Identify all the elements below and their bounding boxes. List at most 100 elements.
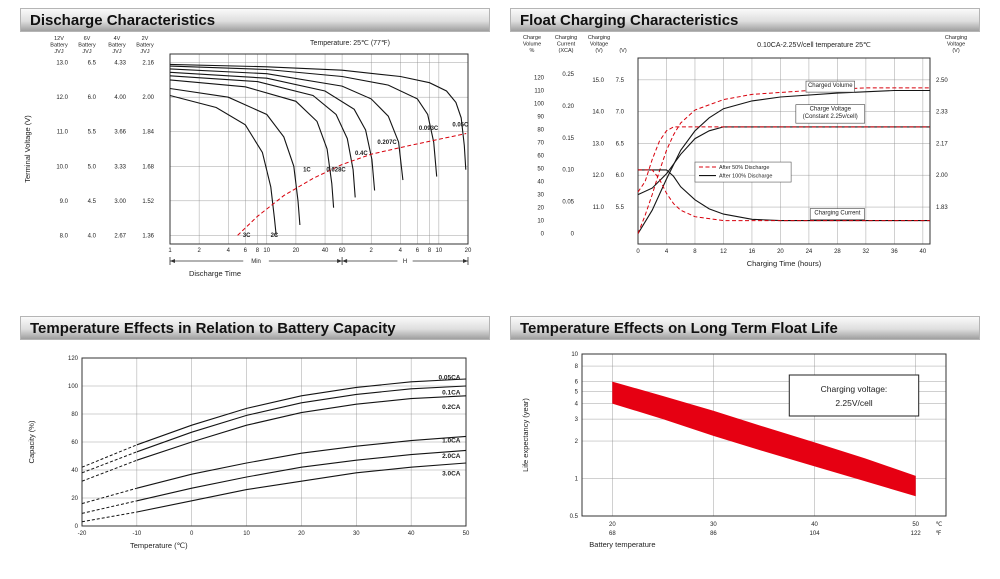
svg-text:H: H [403,259,407,265]
svg-text:20: 20 [465,248,472,254]
svg-text:60: 60 [537,154,544,160]
svg-text:7.5: 7.5 [616,78,625,84]
svg-text:50: 50 [537,167,544,173]
svg-text:Temperature: 25℃ (77℉): Temperature: 25℃ (77℉) [310,40,390,47]
panel-title-bar: Float Charging Characteristics [510,8,980,32]
svg-text:11.0: 11.0 [593,205,605,211]
svg-text:0.05C: 0.05C [452,123,469,129]
svg-text:Battery: Battery [50,43,68,49]
svg-text:0: 0 [636,249,640,255]
svg-text:8: 8 [693,249,697,255]
svg-text:40: 40 [811,522,818,528]
svg-text:10: 10 [436,248,443,254]
svg-text:2.67: 2.67 [114,233,126,239]
svg-text:16: 16 [749,249,756,255]
panel-float-charging-characteristics: Float Charging Characteristics 0 4 8 12 16 20… [510,8,980,282]
svg-text:2C: 2C [271,233,279,239]
svg-text:Charging: Charging [588,35,610,41]
svg-text:Battery temperature: Battery temperature [589,540,655,549]
svg-text:5.5: 5.5 [88,130,97,136]
svg-text:30: 30 [353,531,360,537]
svg-text:3C: 3C [243,233,251,239]
svg-text:30: 30 [710,522,717,528]
svg-text:0: 0 [190,531,194,537]
svg-text:12V: 12V [54,36,64,42]
svg-text:4: 4 [575,402,579,408]
svg-text:4.5: 4.5 [88,199,97,205]
svg-text:1.0CA: 1.0CA [442,438,461,445]
svg-text:20: 20 [298,531,305,537]
svg-text:15.0: 15.0 [592,78,604,84]
svg-text:10: 10 [263,248,270,254]
svg-text:122: 122 [911,531,922,537]
svg-text:Discharge Time: Discharge Time [189,269,241,278]
svg-text:13.0: 13.0 [592,141,604,147]
svg-text:6: 6 [575,380,579,386]
svg-text:68: 68 [609,531,616,537]
svg-text:1.84: 1.84 [142,130,154,136]
panel-title-bar: Temperature Effects in Relation to Batte… [20,316,490,340]
svg-text:12.0: 12.0 [56,95,68,101]
svg-text:8: 8 [428,248,432,254]
svg-text:2.25V/cell: 2.25V/cell [835,398,872,408]
svg-text:Life expectancy (year): Life expectancy (year) [521,398,530,472]
panel-discharge-characteristics: Discharge Characteristics 1 2 4 6 8 10 20 40 60 2… [20,8,490,282]
svg-text:7.0: 7.0 [616,110,625,116]
svg-text:Current: Current [557,42,576,48]
svg-text:2.0CA: 2.0CA [442,453,461,460]
svg-text:%: % [530,48,535,54]
panel-temperature-capacity: Temperature Effects in Relation to Batte… [20,316,490,565]
svg-text:20: 20 [537,206,544,212]
svg-text:20: 20 [777,249,784,255]
svg-text:100: 100 [534,102,545,108]
svg-text:Battery: Battery [78,43,96,49]
svg-text:0.4C: 0.4C [355,151,368,157]
svg-text:0.2CA: 0.2CA [442,404,461,411]
svg-text:40: 40 [322,248,329,254]
svg-text:0.093C: 0.093C [419,126,439,132]
svg-text:(V): (V) [595,48,603,54]
svg-text:6: 6 [244,248,248,254]
svg-text:32: 32 [863,249,870,255]
svg-text:6.5: 6.5 [88,61,97,67]
svg-text:0.10: 0.10 [562,168,574,174]
svg-text:60: 60 [339,248,346,254]
discharge-characteristics-chart: 1 2 4 6 8 10 20 40 60 2 4 6 8 10 2012VBatteryJVJ13.012… [23,36,472,278]
svg-text:14.0: 14.0 [592,110,604,116]
svg-text:104: 104 [810,531,821,537]
svg-text:6.5: 6.5 [616,141,625,147]
svg-text:36: 36 [891,249,898,255]
svg-text:86: 86 [710,531,717,537]
svg-text:28: 28 [834,249,841,255]
svg-text:1: 1 [575,477,579,483]
svg-text:0.628C: 0.628C [326,167,346,173]
svg-text:40: 40 [920,249,927,255]
svg-text:Charging voltage:: Charging voltage: [821,384,888,394]
svg-text:Min: Min [251,259,261,265]
svg-text:30: 30 [537,193,544,199]
svg-text:70: 70 [537,141,544,147]
svg-text:(Constant 2.25v/cell): (Constant 2.25v/cell) [803,114,858,120]
panel-title: Temperature Effects in Relation to Batte… [30,319,396,337]
svg-text:4: 4 [399,248,403,254]
svg-text:After 50% Discharge: After 50% Discharge [719,165,769,171]
svg-text:2: 2 [370,248,374,254]
svg-text:-20: -20 [78,531,87,537]
svg-text:0.05CA: 0.05CA [438,375,460,382]
svg-text:120: 120 [68,356,79,362]
svg-text:0.15: 0.15 [562,136,574,142]
svg-text:3.33: 3.33 [114,164,126,170]
svg-text:JVJ: JVJ [54,49,63,55]
svg-text:(V): (V) [952,48,960,54]
svg-text:0.1CA: 0.1CA [442,389,461,396]
svg-text:6.0: 6.0 [88,95,97,101]
svg-text:40: 40 [408,531,415,537]
svg-text:Temperature (℃): Temperature (℃) [130,541,188,550]
svg-text:Charge: Charge [523,35,541,41]
svg-text:Charging: Charging [555,35,577,41]
svg-text:100: 100 [68,384,79,390]
svg-text:℉: ℉ [936,531,942,537]
svg-text:50: 50 [912,522,919,528]
svg-text:12.0: 12.0 [592,173,604,179]
svg-text:3.00: 3.00 [114,199,126,205]
